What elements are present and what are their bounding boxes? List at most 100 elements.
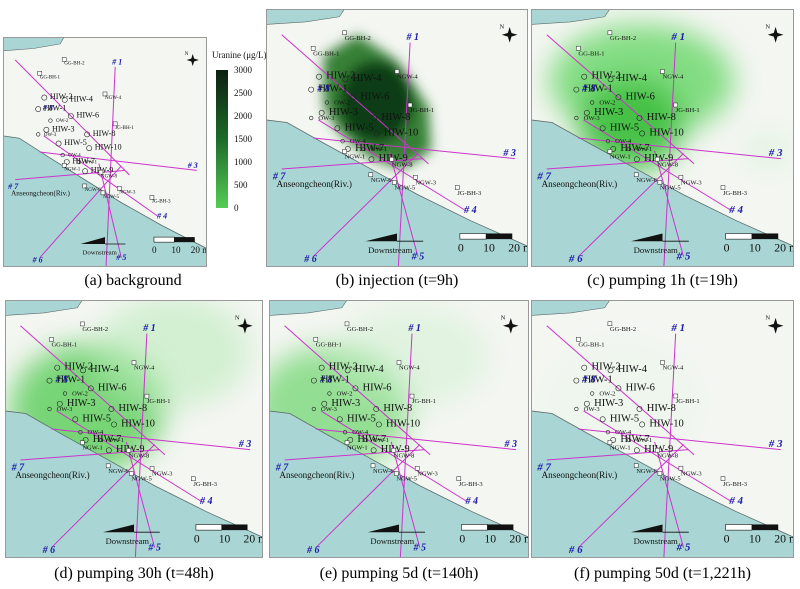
well-label: NGW-1 (610, 154, 631, 161)
profile-label: # 7 (536, 461, 551, 473)
well-marker (654, 447, 660, 453)
well-label: HIW-5 (64, 138, 87, 147)
well-label: OW-3 (584, 115, 601, 122)
well-marker (149, 466, 155, 471)
well-label: HIW-7 (72, 157, 95, 166)
well-label: GG-BH-2 (347, 326, 373, 333)
well-label: HIW-3 (67, 398, 96, 409)
scale-label-0: 0 (194, 533, 200, 546)
well-marker (76, 159, 82, 165)
upper-water-area (3, 37, 65, 52)
colorbar-tick-label: 1000 (234, 157, 253, 167)
upper-water-area (531, 9, 611, 25)
well-marker (657, 180, 663, 185)
well-label: HIW-6 (363, 382, 392, 393)
well-label: OW-2 (56, 118, 69, 124)
well-marker (363, 437, 368, 443)
well-label: HIW-4 (618, 73, 648, 84)
well-label: HIW-3 (594, 398, 623, 409)
well-label: NGW-5 (103, 194, 120, 200)
profile-label: # 5 (115, 253, 126, 262)
north-label: N (235, 315, 240, 322)
scale-label-10: 10 (749, 241, 761, 255)
well-label: HIW-2 (591, 71, 620, 82)
river-label: Anseongcheon(Riv.) (11, 190, 70, 198)
scale-label-0: 0 (458, 241, 464, 255)
panel-frame (269, 300, 529, 558)
well-marker (633, 156, 640, 163)
well-label: HIW-7 (357, 434, 386, 445)
north-label: N (499, 24, 504, 31)
well-label: OW-2 (334, 99, 350, 106)
well-marker (344, 146, 351, 152)
well-marker (660, 360, 665, 365)
profile-label: # 8 (581, 374, 596, 386)
scale-label-0: 0 (459, 533, 465, 546)
well-label: OW-4 (350, 138, 367, 145)
well-marker (352, 385, 359, 392)
river-label: Anseongcheon(Riv.) (15, 470, 89, 480)
well-marker (342, 76, 349, 83)
map-e: # 1 # 3 # 4 # 5 # 6 # 7 # 8 GG-BH-1 GG-BH-2 HIW-1… (269, 300, 529, 558)
profile-line-3 (125, 441, 156, 548)
well-label: HIW-3 (52, 124, 75, 133)
well-marker (311, 406, 316, 412)
well-marker (87, 385, 94, 392)
well-label: HIW-2 (329, 362, 358, 373)
profile-line-6 (14, 59, 130, 176)
well-marker (581, 73, 588, 80)
well-marker (633, 172, 639, 177)
well-marker (414, 466, 420, 471)
profile-line-5 (20, 449, 160, 461)
river-area (531, 410, 794, 558)
profile-line-1 (51, 428, 251, 451)
well-marker (46, 377, 53, 384)
well-label: NGW-5 (394, 185, 415, 192)
well-label: NGW-1 (347, 445, 368, 452)
profile-label: # 3 (238, 439, 252, 450)
well-marker (391, 448, 397, 453)
well-label: NGW-4 (397, 74, 418, 81)
river-area (5, 410, 263, 558)
well-marker (605, 430, 611, 435)
well-marker (105, 447, 112, 454)
well-marker (654, 156, 660, 162)
well-marker (599, 125, 606, 132)
profile-line-5 (546, 158, 689, 170)
well-label: HIW-5 (82, 413, 111, 424)
well-marker (149, 195, 155, 200)
profile-line-1 (313, 137, 515, 160)
well-label: HIW-4 (70, 94, 93, 103)
well-label: GG-BH-1 (40, 74, 61, 80)
well-label: OW-4 (615, 138, 632, 145)
well-label: HIW-10 (649, 127, 683, 138)
river-area (3, 135, 207, 267)
profile-line-4 (577, 153, 684, 258)
well-label: OW-3 (44, 132, 57, 138)
panel-c: # 1 # 3 # 4 # 5 # 6 # 7 # 8 GG-BH-1 GG-BH-2 HIW-1… (531, 9, 794, 267)
map-e-layers: # 1 # 3 # 4 # 5 # 6 # 7 # 8 GG-BH-1 GG-BH-2 HIW-1… (269, 300, 529, 558)
well-label: JG-BH-1 (115, 125, 134, 131)
well-marker (129, 471, 134, 476)
well-marker (626, 146, 632, 152)
well-label: GG-BH-1 (51, 341, 77, 348)
well-marker (37, 71, 42, 76)
well-marker (636, 406, 643, 412)
colorbar-tick-label: 2500 (234, 88, 253, 98)
caption-f: (f) pumping 50d (t=1,221h) (574, 565, 751, 582)
profile-label: # 1 (670, 322, 685, 334)
well-marker (678, 465, 684, 471)
profile-label: # 7 (7, 182, 19, 191)
well-marker (720, 476, 726, 481)
well-label: JG-BH-3 (459, 481, 483, 488)
panel-f: # 1 # 3 # 4 # 5 # 6 # 7 # 8 GG-BH-1 GG-BH-2 HIW-1… (531, 300, 794, 558)
profile-line-2 (43, 135, 159, 217)
well-marker (344, 321, 350, 327)
plume-upper (95, 300, 251, 409)
well-label: NGW-3 (681, 470, 702, 477)
profile-label: # 1 (111, 58, 122, 67)
well-marker (72, 416, 79, 423)
well-label: HIW-4 (618, 364, 648, 375)
well-label: HIW-7 (620, 434, 649, 445)
well-label: JG-BH-3 (193, 481, 217, 488)
